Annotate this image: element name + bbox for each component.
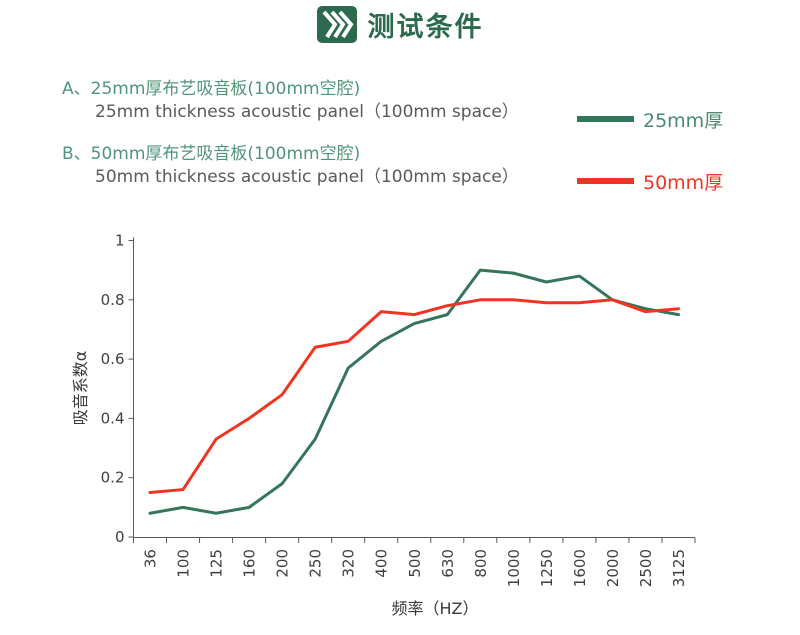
svg-text:3125: 3125	[670, 549, 688, 587]
legend-label-25mm: 25mm厚	[643, 109, 724, 132]
svg-text:1000: 1000	[505, 549, 523, 587]
svg-text:2500: 2500	[637, 549, 655, 587]
svg-text:250: 250	[307, 549, 325, 578]
svg-text:1250: 1250	[538, 549, 556, 587]
condition-a-label-en: 25mm thickness acoustic panel（100mm spac…	[95, 102, 519, 122]
legend-swatch-25mm	[577, 116, 634, 122]
svg-text:800: 800	[472, 549, 490, 578]
svg-text:500: 500	[406, 549, 424, 578]
svg-text:100: 100	[175, 549, 193, 578]
legend-item-25mm: 25mm厚	[577, 106, 723, 132]
legend-label-50mm: 50mm厚	[643, 171, 724, 194]
triple-chevron-icon	[316, 6, 357, 43]
svg-text:125: 125	[208, 549, 226, 578]
svg-text:36: 36	[142, 549, 160, 568]
svg-text:吸音系数α: 吸音系数α	[71, 351, 90, 426]
condition-a: A、25mm厚布艺吸音板(100mm空腔) 25mm thickness aco…	[62, 78, 519, 124]
test-conditions: A、25mm厚布艺吸音板(100mm空腔) 25mm thickness aco…	[62, 78, 519, 189]
svg-text:0.8: 0.8	[101, 291, 125, 309]
svg-text:400: 400	[373, 549, 391, 578]
chart-legend: 25mm厚 50mm厚	[577, 106, 723, 194]
condition-b: B、50mm厚布艺吸音板(100mm空腔) 50mm thickness aco…	[62, 143, 519, 189]
svg-text:0.6: 0.6	[101, 350, 125, 368]
legend-item-50mm: 50mm厚	[577, 168, 723, 194]
section-header: 测试条件	[0, 5, 800, 44]
svg-text:200: 200	[274, 549, 292, 578]
condition-b-label-cn: B、50mm厚布艺吸音板(100mm空腔)	[62, 144, 361, 164]
svg-text:0: 0	[115, 528, 125, 546]
page-title: 测试条件	[367, 12, 484, 43]
svg-text:630: 630	[439, 549, 457, 578]
condition-a-label-cn: A、25mm厚布艺吸音板(100mm空腔)	[62, 79, 361, 99]
svg-text:1: 1	[115, 232, 125, 250]
svg-text:频率（HZ）: 频率（HZ）	[392, 599, 479, 618]
svg-text:2000: 2000	[604, 549, 622, 587]
svg-text:1600: 1600	[571, 549, 589, 587]
condition-b-label-en: 50mm thickness acoustic panel（100mm spac…	[95, 167, 519, 187]
legend-swatch-50mm	[577, 178, 634, 184]
svg-text:160: 160	[241, 549, 259, 578]
svg-text:320: 320	[340, 549, 358, 578]
svg-text:0.4: 0.4	[101, 409, 125, 427]
svg-text:0.2: 0.2	[101, 469, 125, 487]
